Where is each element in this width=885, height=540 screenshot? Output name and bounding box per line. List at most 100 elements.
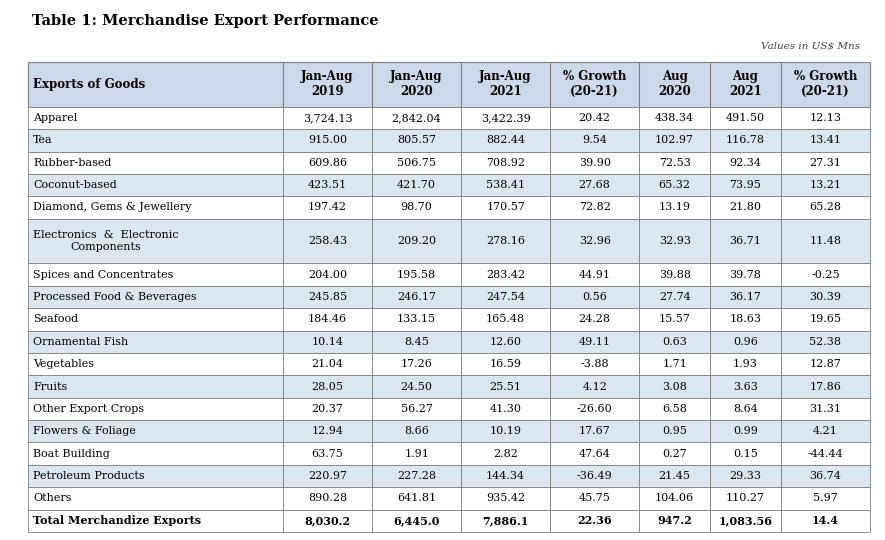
Bar (639, 308, 710, 330)
Text: 13.21: 13.21 (810, 180, 842, 190)
Text: 0.96: 0.96 (733, 337, 758, 347)
Bar (550, 219, 639, 264)
Text: 3.63: 3.63 (733, 382, 758, 392)
Bar (372, 308, 461, 330)
Bar (781, 465, 870, 487)
Bar (28, 174, 283, 196)
Text: 45.75: 45.75 (579, 494, 611, 503)
Text: 438.34: 438.34 (655, 113, 694, 123)
Text: 2,842.04: 2,842.04 (392, 113, 442, 123)
Bar (639, 375, 710, 398)
Text: 421.70: 421.70 (397, 180, 436, 190)
Bar (283, 286, 372, 308)
Bar (28, 196, 283, 219)
Text: Spices and Concentrates: Spices and Concentrates (33, 269, 173, 280)
Text: 506.75: 506.75 (397, 158, 436, 168)
Bar (28, 510, 283, 532)
Bar (710, 129, 781, 152)
Text: Other Export Crops: Other Export Crops (33, 404, 144, 414)
Text: 165.48: 165.48 (486, 314, 525, 325)
Text: Processed Food & Beverages: Processed Food & Beverages (33, 292, 196, 302)
Text: 56.27: 56.27 (401, 404, 433, 414)
Text: 110.27: 110.27 (726, 494, 765, 503)
Text: 220.97: 220.97 (308, 471, 347, 481)
Bar (710, 308, 781, 330)
Text: 708.92: 708.92 (486, 158, 525, 168)
Text: % Growth
(20-21): % Growth (20-21) (563, 70, 627, 98)
Bar (639, 129, 710, 152)
Bar (372, 330, 461, 353)
Text: Electronics  &  Electronic
Components: Electronics & Electronic Components (33, 230, 179, 252)
Text: Rubber-based: Rubber-based (33, 158, 112, 168)
Bar (28, 264, 283, 286)
Bar (372, 398, 461, 420)
Bar (781, 196, 870, 219)
Bar (372, 129, 461, 152)
Bar (550, 264, 639, 286)
Bar (283, 465, 372, 487)
Text: 20.42: 20.42 (579, 113, 611, 123)
Text: -0.25: -0.25 (812, 269, 840, 280)
Text: Petroleum Products: Petroleum Products (33, 471, 144, 481)
Bar (372, 152, 461, 174)
Text: 170.57: 170.57 (486, 202, 525, 212)
Bar (639, 420, 710, 442)
Text: 12.60: 12.60 (489, 337, 521, 347)
Text: 491.50: 491.50 (726, 113, 765, 123)
Text: Boat Building: Boat Building (33, 449, 110, 458)
Bar (283, 62, 372, 107)
Text: 20.37: 20.37 (312, 404, 343, 414)
Text: 258.43: 258.43 (308, 236, 347, 246)
Bar (283, 219, 372, 264)
Bar (710, 353, 781, 375)
Text: 10.19: 10.19 (489, 426, 521, 436)
Text: Values in US$ Mns: Values in US$ Mns (761, 41, 860, 50)
Bar (28, 398, 283, 420)
Bar (710, 264, 781, 286)
Bar (550, 375, 639, 398)
Bar (639, 353, 710, 375)
Text: 72.53: 72.53 (658, 158, 690, 168)
Bar (550, 152, 639, 174)
Text: Aug
2020: Aug 2020 (658, 70, 691, 98)
Bar (550, 107, 639, 129)
Bar (28, 442, 283, 465)
Text: 3,724.13: 3,724.13 (303, 113, 352, 123)
Bar (639, 196, 710, 219)
Bar (550, 308, 639, 330)
Bar (283, 353, 372, 375)
Text: 423.51: 423.51 (308, 180, 347, 190)
Text: 7,886.1: 7,886.1 (482, 515, 529, 526)
Text: 116.78: 116.78 (726, 136, 765, 145)
Bar (710, 196, 781, 219)
Bar (781, 286, 870, 308)
Bar (639, 398, 710, 420)
Bar (372, 420, 461, 442)
Text: 1,083.56: 1,083.56 (719, 515, 773, 526)
Bar (710, 465, 781, 487)
Bar (461, 196, 550, 219)
Text: 144.34: 144.34 (486, 471, 525, 481)
Bar (639, 465, 710, 487)
Text: 15.57: 15.57 (658, 314, 690, 325)
Text: Seafood: Seafood (33, 314, 78, 325)
Text: 36.74: 36.74 (810, 471, 842, 481)
Text: 14.4: 14.4 (812, 515, 839, 526)
Bar (781, 219, 870, 264)
Bar (781, 487, 870, 510)
Bar (710, 510, 781, 532)
Bar (639, 174, 710, 196)
Text: 0.15: 0.15 (733, 449, 758, 458)
Bar (28, 219, 283, 264)
Bar (710, 219, 781, 264)
Bar (28, 375, 283, 398)
Bar (550, 62, 639, 107)
Bar (710, 286, 781, 308)
Text: 9.54: 9.54 (582, 136, 607, 145)
Bar (28, 152, 283, 174)
Bar (550, 487, 639, 510)
Text: 18.63: 18.63 (729, 314, 761, 325)
Bar (461, 330, 550, 353)
Text: 19.65: 19.65 (810, 314, 842, 325)
Bar (781, 330, 870, 353)
